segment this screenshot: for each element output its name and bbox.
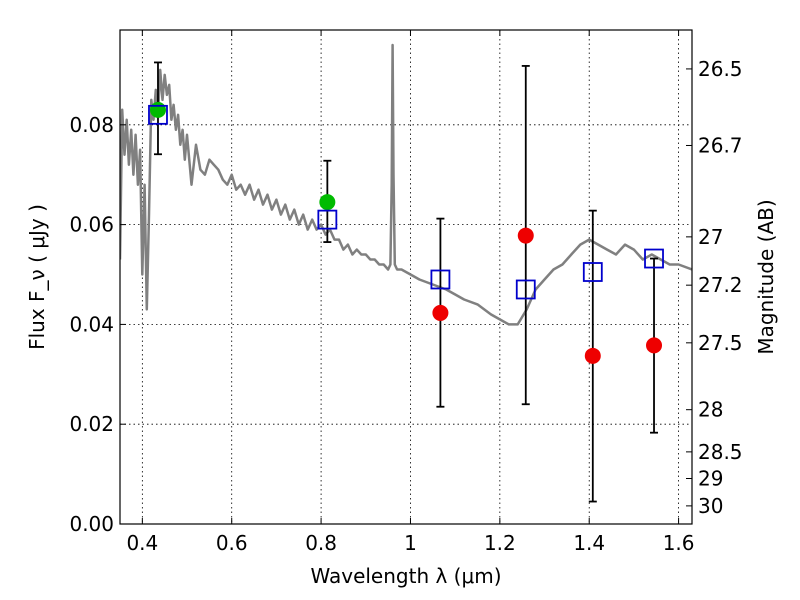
x-tick-label: 0.8	[305, 531, 337, 555]
x-axis-title: Wavelength λ (μm)	[310, 564, 501, 588]
y2-tick-label: 28	[698, 398, 723, 422]
x-tick-label: 1.4	[573, 531, 605, 555]
y-tick-label: 0.04	[69, 312, 114, 336]
y-tick-label: 0.08	[69, 113, 114, 137]
nondetection-point	[432, 304, 449, 321]
y2-tick-label: 28.5	[698, 440, 743, 464]
y-tick-label: 0.02	[69, 412, 114, 436]
model-square	[582, 262, 603, 282]
template-spectrum-line	[120, 43, 692, 326]
model-square	[148, 104, 168, 125]
series	[120, 43, 692, 503]
plot-frame	[119, 29, 693, 525]
y2-tick-label: 27	[698, 225, 723, 249]
y-axis-title: Flux F_ν ( μJy )	[25, 204, 49, 350]
grid	[120, 30, 692, 524]
detection-point	[149, 101, 166, 118]
x-tick-label: 1.2	[484, 531, 516, 555]
y2-tick-label: 26.7	[698, 133, 743, 157]
y2-tick-label: 29	[698, 466, 723, 490]
y2-tick-label: 27.5	[698, 331, 743, 355]
y2-tick-label: 26.5	[698, 57, 743, 81]
plot-background	[120, 30, 692, 524]
y2-axis-title: Magnitude (AB)	[754, 199, 778, 354]
nondetection-point	[584, 347, 601, 364]
model-square	[515, 279, 536, 300]
y2-tick-label: 30	[698, 494, 723, 518]
model-square	[644, 248, 664, 269]
detection-point	[319, 194, 336, 211]
model-square	[317, 209, 338, 230]
y-tick-label: 0.00	[69, 512, 114, 536]
y2-tick-label: 27.2	[698, 273, 743, 297]
nondetection-point	[517, 227, 534, 244]
x-tick-label: 1	[404, 531, 417, 555]
nondetection-point	[646, 337, 663, 354]
x-tick-label: 1.6	[663, 531, 695, 555]
y-tick-label: 0.06	[69, 213, 114, 237]
model-square	[430, 269, 451, 290]
ticks: 0.4 0.6 0.8 1 1.2 1.4 1.6 0.00 0.02 0.04 0.06 0.08 2…	[69, 30, 743, 555]
x-tick-label: 0.6	[216, 531, 248, 555]
x-tick-label: 0.4	[126, 531, 158, 555]
